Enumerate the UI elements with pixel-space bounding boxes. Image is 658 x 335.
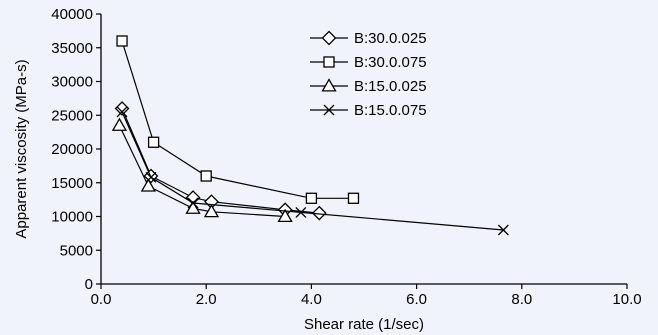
tick-labels: 0 5000 10000 15000 20000 25000 30000 35000 40000… <box>51 6 641 308</box>
y-axis-label: Apparent viscosity (MPa-s) <box>13 59 30 238</box>
y-tick-label: 35000 <box>51 40 93 57</box>
series-triangle <box>111 117 293 223</box>
x-tick-label: 0.0 <box>91 291 112 308</box>
series-layer <box>111 35 509 236</box>
data-point-square <box>347 192 360 204</box>
y-tick-label: 30000 <box>51 74 93 91</box>
x-tick-label: 8.0 <box>511 291 532 308</box>
axes <box>96 13 628 289</box>
data-point-square <box>116 35 128 47</box>
legend-item: B:30.0.025 <box>310 30 427 47</box>
y-tick-label: 0 <box>85 276 93 293</box>
data-point-diamond <box>114 101 130 116</box>
legend-marker-diamond <box>321 30 337 46</box>
x-tick-label: 2.0 <box>196 291 217 308</box>
data-point-triangle <box>203 203 220 218</box>
legend-marker-x <box>323 104 335 116</box>
data-point-diamond <box>311 205 327 221</box>
y-tick-label: 20000 <box>51 141 93 158</box>
data-point-triangle <box>111 117 128 131</box>
y-tick-label: 25000 <box>51 107 93 124</box>
legend-label: B:30.0.075 <box>354 54 427 71</box>
legend-item: B:30.0.075 <box>310 54 427 71</box>
x-tick-label: 4.0 <box>301 291 322 308</box>
data-point-x <box>295 206 307 218</box>
data-point-triangle <box>140 178 156 192</box>
x-tick-label: 10.0 <box>612 291 641 308</box>
data-point-square <box>305 192 318 204</box>
y-tick-label: 40000 <box>51 6 93 23</box>
y-tick-label: 15000 <box>51 175 93 192</box>
data-point-square <box>200 170 212 182</box>
data-point-x <box>145 171 157 183</box>
series-x <box>116 106 509 236</box>
legend-label: B:15.0.075 <box>354 102 427 119</box>
data-point-triangle <box>277 208 293 223</box>
legend-item: B:15.0.075 <box>310 102 427 119</box>
legend: B:30.0.025 B:30.0.075 B:15.0.025 B:15.0.075 <box>310 30 427 119</box>
data-point-x <box>116 106 128 118</box>
y-tick-label: 5000 <box>60 242 93 259</box>
x-axis-label: Shear rate (1/sec) <box>304 316 424 333</box>
data-point-x <box>497 224 509 236</box>
legend-item: B:15.0.025 <box>310 78 427 95</box>
data-point-x <box>187 197 199 209</box>
data-point-square <box>147 136 160 148</box>
legend-marker-square <box>323 56 335 68</box>
series-line <box>121 108 320 214</box>
legend-marker-triangle <box>321 78 337 92</box>
data-point-triangle <box>185 200 201 214</box>
series-square <box>116 35 360 204</box>
legend-label: B:30.0.025 <box>354 30 427 47</box>
legend-label: B:15.0.025 <box>354 78 427 95</box>
x-tick-label: 6.0 <box>406 291 427 308</box>
y-tick-label: 10000 <box>51 209 93 226</box>
